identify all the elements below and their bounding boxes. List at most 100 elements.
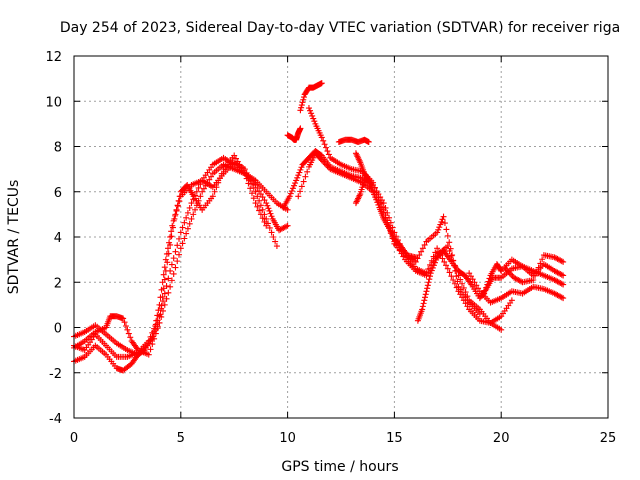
data-point <box>254 193 261 200</box>
data-point <box>157 311 164 318</box>
data-point <box>325 151 332 158</box>
data-point <box>374 199 381 206</box>
x-tick-label: 0 <box>70 431 78 446</box>
data-point <box>424 285 431 292</box>
data-point <box>170 270 177 277</box>
data-point <box>439 255 446 262</box>
data-point <box>447 245 454 252</box>
data-point <box>249 181 255 188</box>
data-point <box>444 265 451 272</box>
data-point <box>532 272 539 279</box>
data-point <box>252 188 259 195</box>
x-tick-label: 15 <box>386 431 403 446</box>
data-point <box>422 294 429 301</box>
data-point <box>177 229 184 236</box>
data-point <box>176 235 183 242</box>
data-point <box>421 241 428 248</box>
data-point <box>434 229 441 236</box>
data-point <box>216 175 223 182</box>
data-point <box>459 280 466 287</box>
data-point <box>436 224 443 231</box>
data-point <box>535 264 542 271</box>
data-point <box>372 194 379 201</box>
data-point <box>167 234 174 240</box>
data-point <box>165 289 172 296</box>
data-point <box>508 297 515 304</box>
data-point <box>208 173 215 180</box>
data-point <box>152 330 159 337</box>
data-point <box>460 284 467 291</box>
data-point <box>471 279 478 286</box>
data-point <box>188 200 195 207</box>
data-point <box>426 276 433 283</box>
data-point <box>238 164 245 171</box>
series-track-12 <box>502 252 567 286</box>
data-point <box>469 276 476 283</box>
data-point <box>268 229 275 236</box>
data-point <box>462 300 469 307</box>
data-point <box>160 271 167 278</box>
data-point <box>365 176 372 183</box>
data-point <box>297 188 304 195</box>
data-point <box>297 166 304 173</box>
data-point <box>257 202 264 209</box>
data-point <box>193 188 200 195</box>
data-point <box>481 290 488 297</box>
data-point <box>476 310 483 317</box>
data-point <box>172 248 179 255</box>
data-point <box>297 125 304 132</box>
data-point <box>422 291 429 298</box>
data-point <box>423 288 430 295</box>
data-point <box>183 214 190 221</box>
data-point <box>267 210 274 217</box>
data-point <box>537 260 544 267</box>
data-point <box>247 177 254 184</box>
data-point <box>179 240 186 247</box>
data-marks <box>71 80 567 374</box>
y-axis-label: SDTVAR / TECUs <box>6 180 22 295</box>
data-point <box>197 193 204 200</box>
y-tick-label: 10 <box>45 95 62 110</box>
data-point <box>252 181 259 188</box>
data-point <box>321 141 328 148</box>
data-point <box>429 264 436 271</box>
data-point <box>273 243 280 250</box>
data-point <box>161 301 168 308</box>
data-point <box>172 211 179 218</box>
data-point <box>261 218 268 225</box>
data-point <box>153 317 160 324</box>
data-point <box>264 202 271 209</box>
data-point <box>300 96 307 103</box>
data-point <box>560 272 567 279</box>
data-point <box>560 295 567 302</box>
data-point <box>145 351 152 358</box>
data-point <box>272 238 279 245</box>
data-point <box>486 275 493 282</box>
data-point <box>249 190 255 197</box>
series-track-9 <box>414 247 567 324</box>
data-point <box>211 188 218 195</box>
data-point <box>419 303 426 310</box>
data-point <box>530 276 537 283</box>
data-point <box>232 155 239 162</box>
data-point <box>257 211 264 218</box>
data-point <box>482 287 489 294</box>
data-point <box>299 99 306 106</box>
data-point <box>263 222 270 229</box>
data-point <box>434 245 441 252</box>
data-point <box>270 234 277 240</box>
x-tick-label: 20 <box>493 431 510 446</box>
data-point <box>256 197 263 204</box>
data-point <box>298 104 305 111</box>
data-point <box>241 170 248 177</box>
data-point <box>324 148 331 155</box>
data-point <box>419 306 426 313</box>
data-point <box>125 330 132 337</box>
data-point <box>283 223 290 230</box>
data-point <box>560 258 567 265</box>
data-point <box>149 341 156 348</box>
data-point <box>298 164 305 171</box>
data-point <box>162 267 169 274</box>
series-track-4 <box>71 152 270 358</box>
data-point <box>441 258 448 265</box>
